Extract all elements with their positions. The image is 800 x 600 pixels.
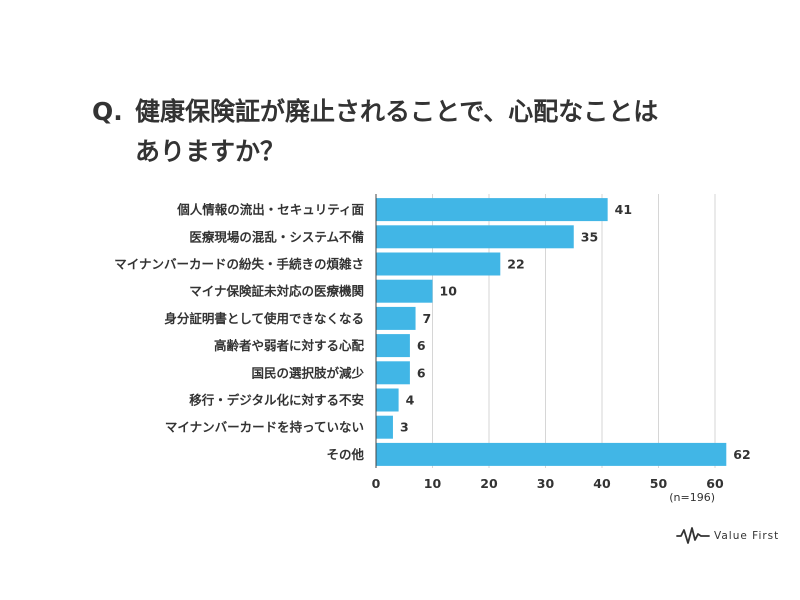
bar [376,279,433,303]
bar-layer [376,198,727,466]
bar [376,198,608,222]
data-label: 6 [417,365,426,380]
category-label: 移行・デジタル化に対する不安 [189,393,364,408]
x-tick-label: 30 [537,476,555,491]
category-label: 国民の選択肢が減少 [251,365,364,380]
category-label: 医療現場の混乱・システム不備 [189,229,364,244]
bar [376,361,410,385]
x-tick-label: 20 [480,476,498,491]
x-tick-label: 60 [706,476,724,491]
category-label: マイナ保険証未対応の医療機関 [189,284,364,299]
bar [376,415,393,439]
data-label: 10 [440,284,458,299]
x-tick-label: 10 [424,476,442,491]
data-label: 62 [733,447,750,462]
data-label: 22 [507,257,524,272]
bar [376,306,416,330]
sample-size-note: (n=196) [669,491,715,504]
data-label: 35 [581,229,598,244]
x-tick-label: 50 [650,476,668,491]
question-label: Q. [92,97,123,126]
category-label: その他 [326,447,364,462]
data-label: 6 [417,338,426,353]
category-label: 身分証明書として使用できなくなる [164,311,364,326]
data-label: 3 [400,420,409,435]
category-label: 個人情報の流出・セキュリティ面 [176,202,364,217]
brand-logo: Value First [676,526,779,546]
data-label: 41 [615,202,632,217]
bar [376,442,727,466]
data-label: 4 [406,393,415,408]
bar [376,252,501,276]
category-label: マイナンバーカードを持っていない [165,420,364,435]
title-line-1: 健康保険証が廃止されることで、心配なことは [135,97,659,126]
bar [376,388,399,412]
value-first-logo-icon [676,527,710,544]
data-label: 7 [423,311,432,326]
bar [376,225,574,249]
bar [376,334,410,358]
label-layer: 0 10 20 30 40 50 60 個人情報の流出・セキュリティ面 41 医療現場の混乱・シス… [114,202,750,491]
title-line-2: ありますか？ [135,137,286,166]
x-tick-label: 0 [372,476,381,491]
category-label: 高齢者や弱者に対する心配 [214,338,365,353]
category-label: マイナンバーカードの紛失・手続きの煩雑さ [114,257,364,272]
x-tick-label: 40 [593,476,611,491]
brand-name: Value First [714,530,780,542]
